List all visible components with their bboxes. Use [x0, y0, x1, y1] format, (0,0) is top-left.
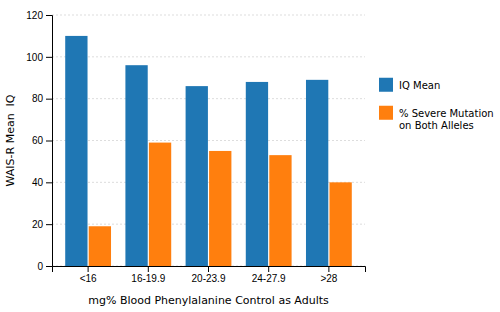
tick-mark — [46, 224, 52, 225]
tick-label: 40 — [32, 177, 44, 188]
tick-label: 0 — [37, 261, 43, 272]
tick: 120 — [26, 10, 52, 21]
x-axis-title: mg% Blood Phenylalanine Control as Adult… — [88, 294, 329, 307]
tick: 40 — [32, 177, 52, 188]
tick-label: 80 — [32, 93, 44, 104]
bar — [246, 82, 268, 266]
tick-mark — [148, 266, 149, 272]
grid-line — [52, 15, 365, 16]
tick-mark — [46, 15, 52, 16]
bar — [329, 182, 351, 266]
bar — [209, 151, 231, 266]
chart: <16 16-19.9 20-23.9 24-27.9 >28 0 20 40 60 80 100 1… — [0, 0, 500, 312]
tick-label: >28 — [320, 273, 337, 284]
grid-line — [52, 56, 365, 57]
tick-label: <16 — [80, 273, 97, 284]
tick: 16-19.9 — [131, 266, 165, 284]
legend-swatch — [379, 106, 393, 120]
tick-mark — [46, 57, 52, 58]
tick-mark — [328, 266, 329, 272]
plot: <16 16-19.9 20-23.9 24-27.9 >28 0 20 40 60 80 100 1… — [26, 10, 365, 284]
bar — [125, 65, 147, 266]
tick-mark — [46, 182, 52, 183]
tick-mark — [46, 266, 52, 267]
bar — [186, 86, 208, 266]
tick: 0 — [37, 261, 52, 272]
tick-mark — [46, 99, 52, 100]
bar-series — [65, 36, 328, 266]
tick-label: 16-19.9 — [131, 273, 165, 284]
tick: 80 — [32, 93, 52, 104]
legend-label-line: on Both Alleles — [399, 120, 474, 131]
bar — [269, 155, 291, 266]
tick: >28 — [320, 266, 337, 284]
legend-label-line: % Severe Mutation — [399, 108, 494, 119]
legend: IQ Mean % Severe Mutationon Both Alleles — [379, 78, 494, 131]
tick: 60 — [32, 135, 52, 146]
bar-series — [89, 143, 352, 266]
grid — [52, 15, 365, 266]
tick-mark — [88, 266, 89, 272]
y-axis: 0 20 40 60 80 100 120 — [26, 10, 52, 272]
tick: 100 — [26, 52, 52, 63]
bars — [65, 36, 352, 266]
tick: 24-27.9 — [252, 266, 286, 284]
tick-label: 60 — [32, 135, 44, 146]
legend-item: % Severe Mutationon Both Alleles — [379, 106, 494, 131]
y-axis-title: WAIS-R Mean IQ — [4, 94, 17, 186]
tick-label: 20 — [32, 219, 44, 230]
axis-line — [46, 16, 53, 267]
bar — [89, 226, 111, 266]
legend-swatch — [379, 78, 393, 92]
legend-item: IQ Mean — [379, 78, 440, 92]
tick-label: 100 — [26, 52, 43, 63]
tick-mark — [208, 266, 209, 272]
tick-label: 24-27.9 — [252, 273, 286, 284]
legend-label: % Severe Mutationon Both Alleles — [399, 108, 494, 131]
x-axis: <16 16-19.9 20-23.9 24-27.9 >28 — [53, 266, 366, 284]
bar — [149, 143, 171, 266]
tick-label: 120 — [26, 10, 43, 21]
tick: 20-23.9 — [192, 266, 226, 284]
legend-label: IQ Mean — [399, 80, 440, 91]
tick-label: 20-23.9 — [192, 273, 226, 284]
tick-mark — [268, 266, 269, 272]
legend-label-line: IQ Mean — [399, 80, 440, 91]
tick: <16 — [80, 266, 97, 284]
tick: 20 — [32, 219, 52, 230]
tick-mark — [46, 141, 52, 142]
bar — [65, 36, 87, 266]
axis-line — [53, 267, 366, 273]
bar — [306, 80, 328, 266]
